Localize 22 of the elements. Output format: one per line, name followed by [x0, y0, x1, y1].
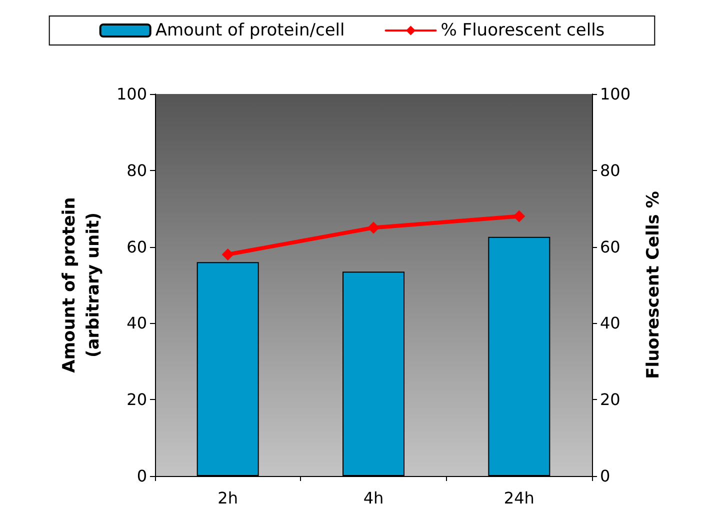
x-tick-label: 4h: [363, 488, 384, 508]
y2-tick-label: 20: [600, 390, 620, 410]
legend-label: % Fluorescent cells: [440, 20, 605, 40]
y2-tick-label: 60: [600, 237, 620, 256]
x-tick-label: 2h: [218, 488, 238, 508]
y-tick-label: 40: [126, 314, 147, 333]
y-tick-label: 100: [116, 84, 147, 104]
y-tick-label: 80: [126, 160, 147, 180]
y2-tick-label: 0: [600, 466, 610, 486]
y-tick-label: 0: [136, 466, 147, 486]
y-tick-label: 60: [126, 237, 147, 256]
point: [513, 210, 526, 222]
y-tick-label: 20: [126, 390, 147, 410]
y2-axis-title: Fluorescent Cells %: [643, 191, 664, 379]
y-axis-title: Amount of protein (arbitrary unit): [60, 197, 104, 373]
y2-tick-label: 100: [600, 84, 631, 104]
point: [368, 222, 380, 234]
legend-label: Amount of protein/cell: [155, 20, 345, 40]
x-tick-label: 24h: [504, 488, 534, 508]
y2-tick-label: 80: [600, 160, 620, 180]
y2-tick-label: 40: [600, 314, 620, 333]
point: [222, 248, 234, 260]
